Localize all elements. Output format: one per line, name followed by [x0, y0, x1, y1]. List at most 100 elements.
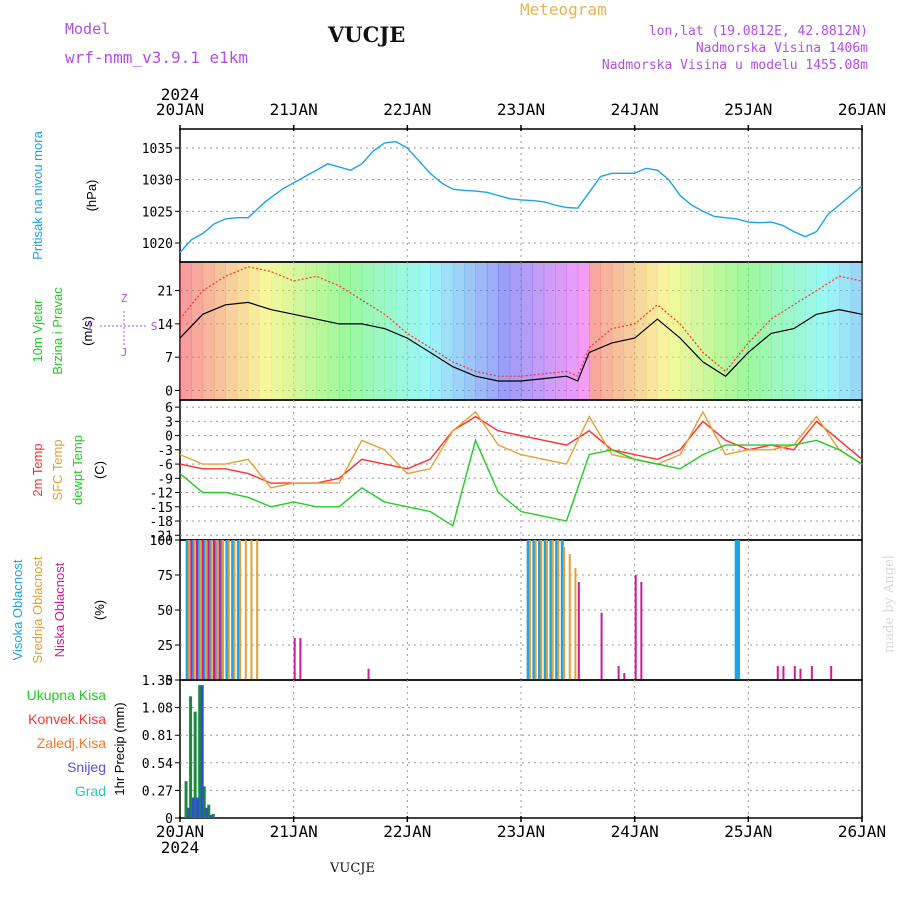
station-elevation: Nadmorska Visina 1406m [695, 41, 868, 56]
wind-ytick-label: 0 [165, 384, 173, 399]
x-tick-label-bottom: 21JAN [270, 822, 318, 841]
wind-ylabel: 10m Vjetar [30, 299, 45, 363]
cloud-ylabel: Visoka Oblacnost [10, 559, 25, 660]
temperature-ylabel: SFC Temp [50, 439, 65, 500]
x-tick-label-top: 24JAN [611, 100, 659, 119]
temperature-ytick-label: -6 [157, 458, 173, 473]
wind-field-band [441, 263, 454, 399]
cloud-bar [623, 673, 626, 680]
precip-bar [211, 813, 215, 818]
wind-field-band [793, 263, 806, 399]
pressure-ytick-label: 1025 [142, 205, 173, 220]
wind-field-band [521, 263, 533, 399]
wind-field-band [646, 263, 658, 399]
temperature-ytick-label: 6 [165, 401, 173, 416]
temperature-series-1 [179, 410, 863, 489]
cloud-ytick-label: 75 [157, 569, 173, 584]
wind-field-band [725, 263, 738, 399]
cloud-bar [218, 540, 221, 680]
wind-field-band [611, 263, 624, 399]
cloud-bar [782, 666, 785, 680]
wind-field-band [816, 263, 829, 399]
precip-legend-item: Snijeg [67, 759, 106, 775]
wind-field-band [236, 263, 249, 399]
wind-field-band [623, 263, 636, 399]
station-title: VUCJE [328, 22, 406, 47]
cloud-bar [799, 668, 802, 680]
wind-field-band [327, 263, 340, 399]
temperature-ytick-label: 0 [165, 430, 173, 445]
cloud-bar [219, 540, 223, 680]
precip-legend-item: Zaledj.Kisa [37, 735, 106, 751]
temperature-ylabel: dewpt Temp [70, 435, 85, 505]
wind-field-band [668, 263, 681, 399]
wind-field-band [771, 263, 783, 399]
wind-ytick-label: 21 [157, 285, 173, 300]
wind-field-band [702, 263, 715, 399]
cloud-ylabel: (%) [92, 600, 107, 620]
cloud-bar [551, 540, 554, 680]
model-elevation: Nadmorska Visina u modelu 1455.08m [601, 58, 868, 73]
temperature-ytick-label: -18 [150, 515, 173, 530]
wind-field-band [452, 263, 465, 399]
wind-field-band [657, 263, 670, 399]
x-year-bottom: 2024 [161, 838, 200, 857]
wind-field-band [430, 263, 442, 399]
wind-field-band [191, 263, 204, 399]
wind-field-band [202, 263, 215, 399]
wind-field-band [782, 263, 795, 399]
x-tick-label-top: 25JAN [724, 100, 772, 119]
wind-series-0 [179, 301, 863, 382]
x-tick-label-top: 20JAN [156, 100, 204, 119]
x-tick-label-top: 23JAN [497, 100, 545, 119]
pressure-ytick-label: 1035 [142, 142, 173, 157]
precip-bar [191, 797, 195, 818]
x-tick-label-bottom: 20JAN [156, 822, 204, 841]
cloud-bar [202, 540, 206, 680]
compass-south: J [121, 346, 128, 359]
wind-ylabel: Brzina i Pravac [50, 287, 65, 375]
x-tick-label-bottom: 25JAN [724, 822, 772, 841]
cloud-bar [208, 540, 212, 680]
cloud-bar [239, 540, 242, 680]
wind-field-band [316, 263, 329, 399]
wind-field-band [293, 263, 306, 399]
cloud-bar [210, 540, 213, 680]
model-label: Model [65, 20, 111, 38]
cloud-bar [187, 540, 190, 680]
cloud-bar [538, 540, 542, 680]
wind-field-band [225, 263, 238, 399]
wind-field-band [589, 263, 602, 399]
precip-bar [198, 685, 202, 818]
cloud-bar [236, 540, 240, 680]
cloud-bar [367, 668, 370, 680]
cloud-bar [577, 582, 580, 680]
cloud-ytick-label: 25 [157, 639, 173, 654]
precip-bar [187, 807, 191, 818]
cloud-bar [214, 540, 218, 680]
wind-series-1 [179, 266, 863, 377]
wind-field-band [839, 263, 852, 399]
cloud-bar [532, 540, 536, 680]
wind-field-band [850, 263, 863, 399]
temperature-ytick-label: -9 [157, 472, 173, 487]
cloud-bar [574, 568, 577, 680]
precip-ytick-label: 0.27 [142, 784, 173, 799]
cloud-bar [185, 540, 189, 680]
x-tick-label-top: 22JAN [383, 100, 431, 119]
precip-frame [179, 679, 863, 819]
wind-field-band [248, 263, 261, 399]
cloud-bar [634, 575, 637, 680]
wind-field-band [736, 263, 749, 399]
pressure-ytick-label: 1030 [142, 174, 173, 189]
wind-field-band [361, 263, 374, 399]
compass-west: S [151, 320, 158, 333]
temperature-ylabel: 2m Temp [30, 443, 45, 496]
wind-field-band [748, 263, 761, 399]
wind-field-band [532, 263, 545, 399]
precip-ytick-label: 1.35 [142, 674, 173, 689]
cloud-ytick-label: 100 [150, 534, 173, 549]
meteogram-title: Meteogram [520, 0, 607, 19]
